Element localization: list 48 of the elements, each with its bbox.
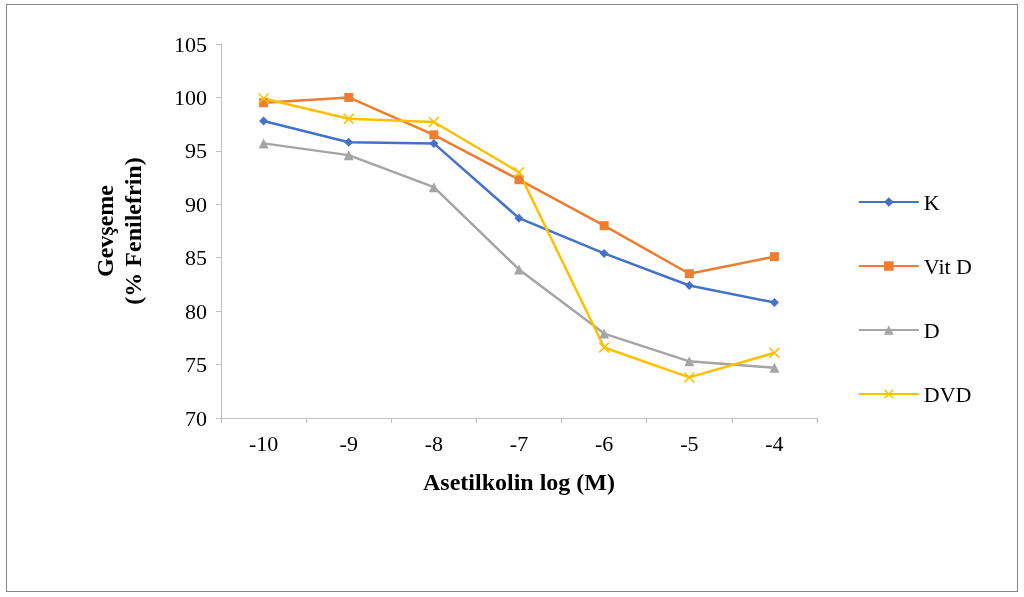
point xyxy=(428,116,440,128)
point xyxy=(684,281,694,290)
point xyxy=(259,116,269,126)
point xyxy=(684,269,694,279)
point xyxy=(514,213,524,223)
point xyxy=(769,362,780,373)
y-tick-label: 70 xyxy=(185,405,207,431)
y-tick-label: 100 xyxy=(174,84,207,110)
point xyxy=(514,175,524,185)
x-tick-label: -4 xyxy=(765,430,784,456)
x-tick-label: -8 xyxy=(424,430,444,456)
point xyxy=(344,137,354,147)
x-tick-label: -6 xyxy=(594,430,614,456)
point xyxy=(344,92,354,102)
y-tick-label: 85 xyxy=(185,245,207,271)
point xyxy=(684,356,695,367)
point xyxy=(343,150,354,161)
y-axis-title: Gevşeme (% Fenilefrin) xyxy=(92,157,146,305)
point xyxy=(513,166,525,178)
point xyxy=(598,341,610,353)
x-tick-label: -9 xyxy=(339,430,358,456)
point xyxy=(683,371,695,383)
point xyxy=(428,182,439,193)
legend-label: DVD xyxy=(923,381,972,407)
point xyxy=(429,138,439,148)
x-tick-label: -7 xyxy=(509,430,529,456)
point xyxy=(258,93,270,104)
legend-label: D xyxy=(923,317,940,343)
point xyxy=(429,130,439,140)
legend-label: K xyxy=(923,189,940,215)
point xyxy=(769,298,779,308)
legend-label: Vit D xyxy=(923,253,973,279)
y-tick-label: 95 xyxy=(185,138,207,164)
point xyxy=(769,252,779,262)
point xyxy=(258,138,269,149)
point xyxy=(343,113,355,125)
point xyxy=(514,264,524,275)
y-tick-label: 75 xyxy=(185,352,207,378)
x-tick-label: -5 xyxy=(680,430,699,456)
point xyxy=(599,221,609,231)
point xyxy=(599,248,609,258)
x-axis-title: Asetilkolin log (M) xyxy=(423,469,615,495)
y-tick-label: 105 xyxy=(174,31,207,57)
y-tick-label: 80 xyxy=(185,298,207,324)
x-tick-label: -10 xyxy=(248,430,279,456)
y-tick-label: 90 xyxy=(185,191,207,217)
point xyxy=(599,328,610,339)
point xyxy=(768,347,780,359)
